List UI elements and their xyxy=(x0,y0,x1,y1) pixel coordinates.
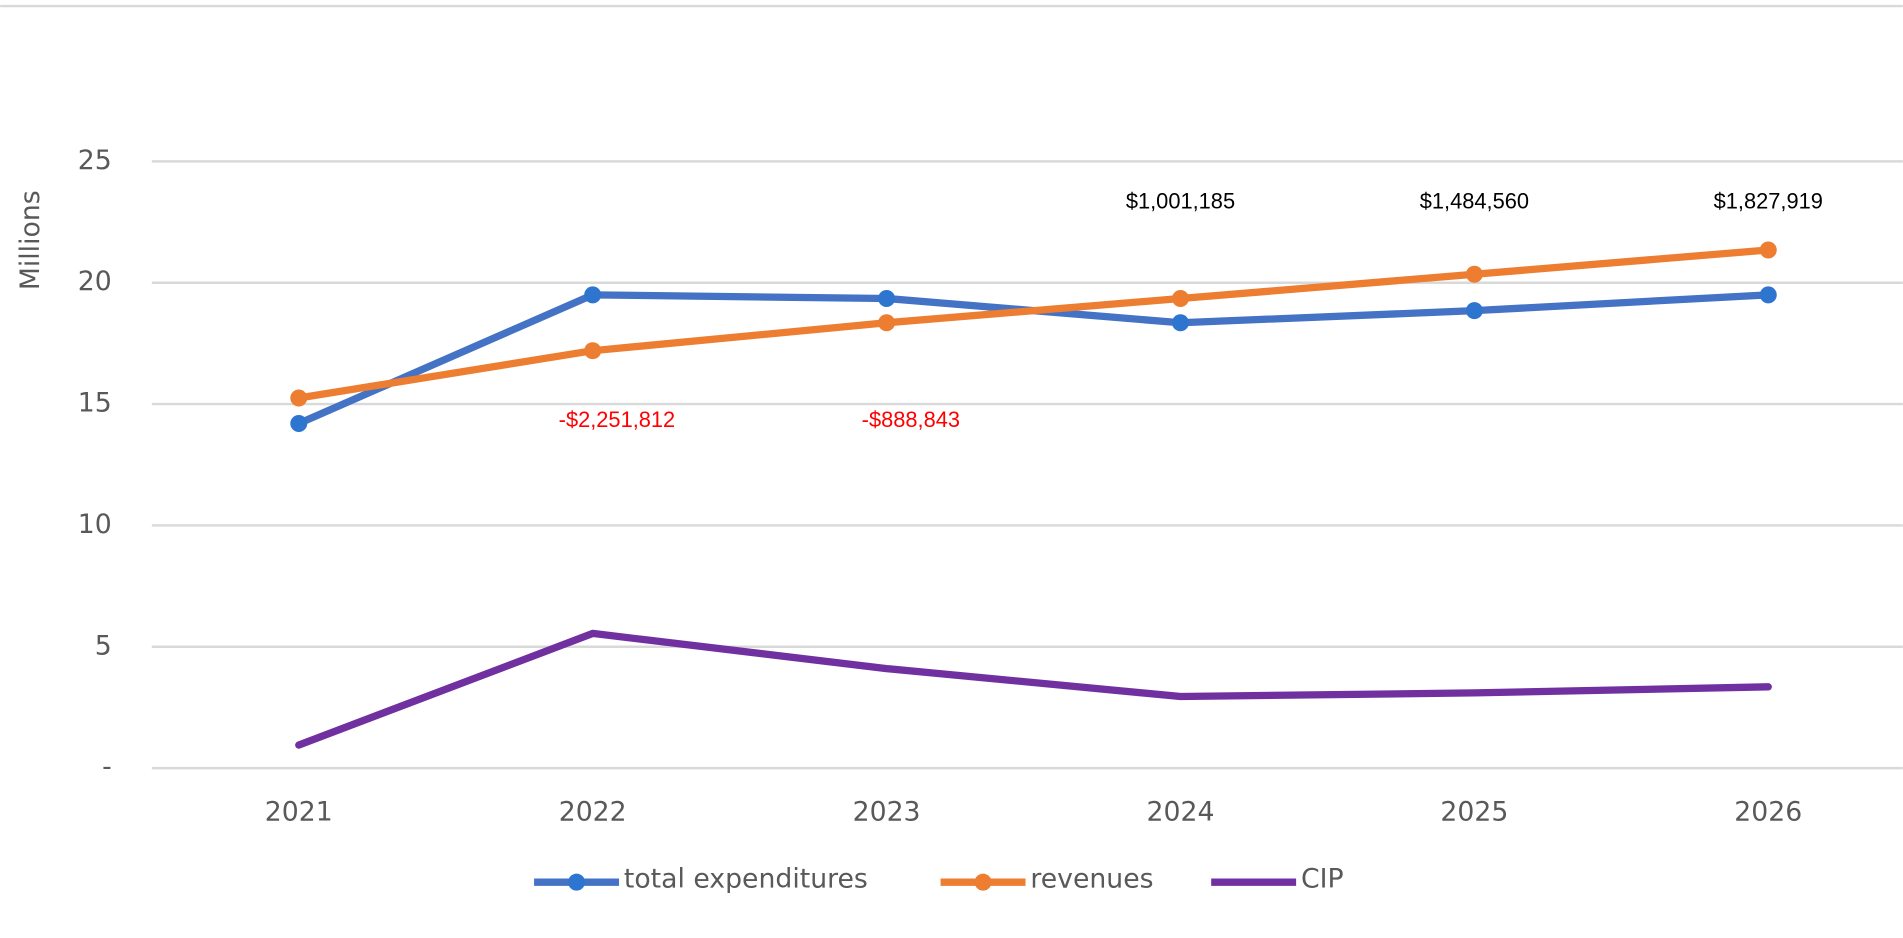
point-marker xyxy=(878,290,896,308)
y-tick-label: 20 xyxy=(78,266,112,297)
point-marker xyxy=(1465,302,1483,320)
x-tick-label: 2026 xyxy=(1734,797,1802,828)
point-marker xyxy=(1759,241,1777,259)
point-marker xyxy=(290,415,308,432)
x-tick-label: 2023 xyxy=(853,797,921,828)
x-tick-label: 2025 xyxy=(1440,797,1508,828)
legend-marker xyxy=(568,873,586,891)
legend-label: total expenditures xyxy=(624,863,868,894)
difference-label: $1,827,919 xyxy=(1714,188,1823,213)
legend-label: revenues xyxy=(1030,863,1153,894)
legend-label: CIP xyxy=(1301,863,1344,894)
point-marker xyxy=(878,314,896,332)
y-tick-label: 15 xyxy=(78,388,112,419)
series-line xyxy=(295,246,1772,402)
legend-marker xyxy=(974,873,992,891)
point-marker xyxy=(584,286,602,304)
series-line xyxy=(295,629,1772,749)
point-marker xyxy=(1759,286,1777,304)
x-tick-label: 2024 xyxy=(1147,797,1215,828)
difference-label: -$2,251,812 xyxy=(559,407,676,432)
point-marker xyxy=(1171,314,1189,332)
y-axis-label: Millions xyxy=(15,190,46,290)
x-tick-label: 2022 xyxy=(559,797,627,828)
point-marker xyxy=(584,342,602,360)
point-marker xyxy=(1171,290,1189,308)
point-marker xyxy=(1465,265,1483,283)
x-tick-label: 2021 xyxy=(265,797,333,828)
difference-label: $1,001,185 xyxy=(1126,188,1235,213)
y-tick-label: 10 xyxy=(78,509,112,540)
difference-label: $1,484,560 xyxy=(1420,188,1529,213)
point-marker xyxy=(290,389,308,407)
y-tick-label: - xyxy=(102,752,112,783)
y-tick-label: 5 xyxy=(95,630,112,661)
difference-label: -$888,843 xyxy=(862,407,960,432)
y-tick-label: 25 xyxy=(78,145,112,176)
